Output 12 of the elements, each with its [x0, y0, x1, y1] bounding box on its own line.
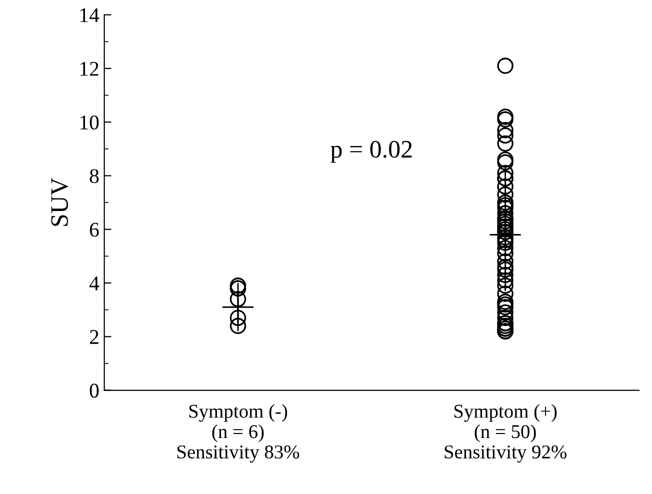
y-tick-label: 2 [90, 330, 98, 344]
annotation: p = 0.02 [330, 140, 412, 163]
x-tick-label: Symptom (+) (n = 50) Sensitivity 92% [444, 404, 566, 463]
y-axis-title: SUV [51, 178, 68, 226]
y-tick-label: 12 [80, 62, 98, 76]
y-tick-label: 10 [80, 115, 99, 130]
y-tick-label: 0 [90, 384, 99, 398]
y-tick-label: 6 [90, 222, 99, 237]
y-tick-label: 14 [80, 8, 100, 22]
y-tick-label: 4 [89, 276, 100, 290]
x-tick-label: Symptom (-) (n = 6) Sensitivity 83% [177, 404, 300, 463]
y-tick-label: 8 [90, 169, 99, 184]
